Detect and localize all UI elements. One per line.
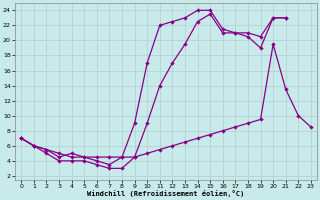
X-axis label: Windchill (Refroidissement éolien,°C): Windchill (Refroidissement éolien,°C) [87,190,245,197]
